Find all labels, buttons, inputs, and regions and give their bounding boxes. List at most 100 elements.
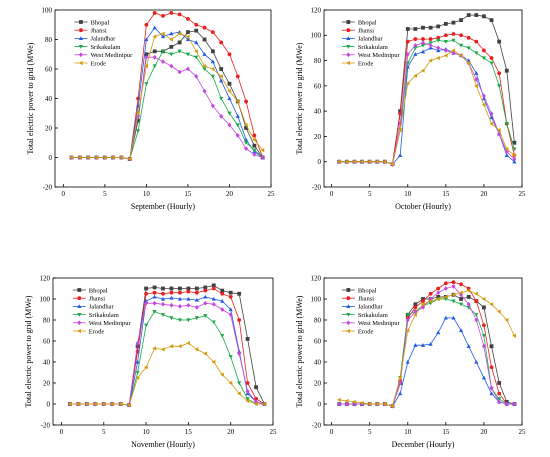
data-point [413, 52, 418, 56]
legend-entry: Erode [358, 60, 374, 67]
data-point [451, 38, 456, 43]
data-point [161, 14, 165, 18]
data-point [352, 399, 357, 404]
data-point [210, 66, 215, 72]
data-point [203, 288, 208, 293]
data-point [127, 156, 132, 162]
data-point [413, 73, 417, 78]
data-point [252, 152, 257, 157]
data-point [474, 299, 479, 303]
data-point [152, 54, 157, 60]
legend-marker [346, 36, 351, 41]
data-point [152, 49, 157, 54]
data-point [436, 38, 441, 43]
data-point [177, 12, 182, 17]
data-point [413, 43, 418, 48]
data-point [227, 111, 232, 116]
data-point [194, 297, 199, 302]
data-point [451, 20, 456, 25]
data-point [161, 301, 165, 307]
legend-marker [346, 304, 351, 309]
legend-entry: Erode [358, 328, 374, 335]
data-point [451, 299, 456, 304]
data-point [458, 290, 463, 295]
data-point [451, 32, 456, 36]
data-point [398, 391, 403, 396]
data-point [235, 123, 240, 128]
data-point [352, 159, 357, 164]
data-point [152, 25, 157, 30]
data-point [227, 52, 232, 57]
data-point [375, 159, 379, 164]
data-point [177, 296, 183, 301]
data-point [194, 316, 199, 321]
legend-marker [78, 52, 83, 58]
legend-entry: Erode [90, 60, 106, 67]
y-tick-label: -20 [312, 421, 322, 429]
data-point [443, 286, 448, 291]
data-point [203, 285, 208, 290]
y-tick-label: 60 [314, 337, 322, 345]
data-point [489, 115, 494, 120]
data-point [69, 155, 74, 160]
legend-entry: Srikakulam [90, 44, 120, 51]
data-point [161, 291, 165, 296]
data-point [152, 290, 157, 295]
data-point [451, 284, 456, 289]
data-point [237, 381, 242, 386]
data-point [135, 340, 140, 346]
legend-entry: West Medinipur [89, 320, 132, 327]
x-tick-label: 20 [226, 190, 234, 198]
data-point [144, 82, 149, 86]
series-line [339, 50, 515, 165]
data-point [236, 391, 241, 396]
data-point [210, 74, 215, 79]
data-point [436, 24, 441, 29]
data-point [466, 61, 471, 66]
data-point [185, 34, 190, 39]
data-point [169, 295, 174, 300]
data-point [237, 291, 242, 296]
legend-marker [346, 28, 351, 33]
data-point [390, 162, 395, 167]
data-point [252, 133, 257, 138]
legend-entry: Srikakulam [358, 312, 388, 319]
data-point [84, 401, 89, 407]
data-point [211, 296, 216, 301]
data-point [245, 389, 250, 394]
data-point [344, 159, 349, 164]
data-point [228, 290, 233, 295]
data-point [94, 155, 99, 160]
y-tick-label: -20 [41, 421, 51, 429]
data-point [194, 55, 199, 60]
data-point [161, 286, 165, 291]
data-point [405, 51, 410, 57]
data-point [93, 401, 97, 407]
data-point [405, 328, 410, 333]
data-point [177, 318, 183, 323]
data-point [144, 54, 149, 60]
legend-entry: West Medinipur [358, 320, 401, 327]
data-point [260, 155, 265, 160]
y-tick-label: 40 [43, 358, 51, 366]
data-point [194, 286, 199, 291]
data-point [443, 281, 448, 286]
data-point [211, 283, 216, 288]
y-tick-label: 100 [311, 32, 322, 40]
data-point [194, 49, 198, 54]
data-point [252, 143, 257, 148]
x-tick-label: 25 [268, 190, 276, 198]
data-point [210, 49, 215, 54]
legend-marker [346, 288, 351, 292]
data-point [185, 37, 191, 42]
data-point [235, 114, 240, 118]
data-point [420, 343, 426, 347]
x-tick-label: 5 [102, 428, 106, 436]
x-tick-label: 5 [103, 190, 107, 198]
data-point [420, 49, 426, 54]
legend-marker [346, 296, 351, 301]
data-point [202, 88, 207, 94]
data-point [186, 16, 190, 21]
data-point [413, 302, 418, 307]
data-point [244, 126, 248, 130]
